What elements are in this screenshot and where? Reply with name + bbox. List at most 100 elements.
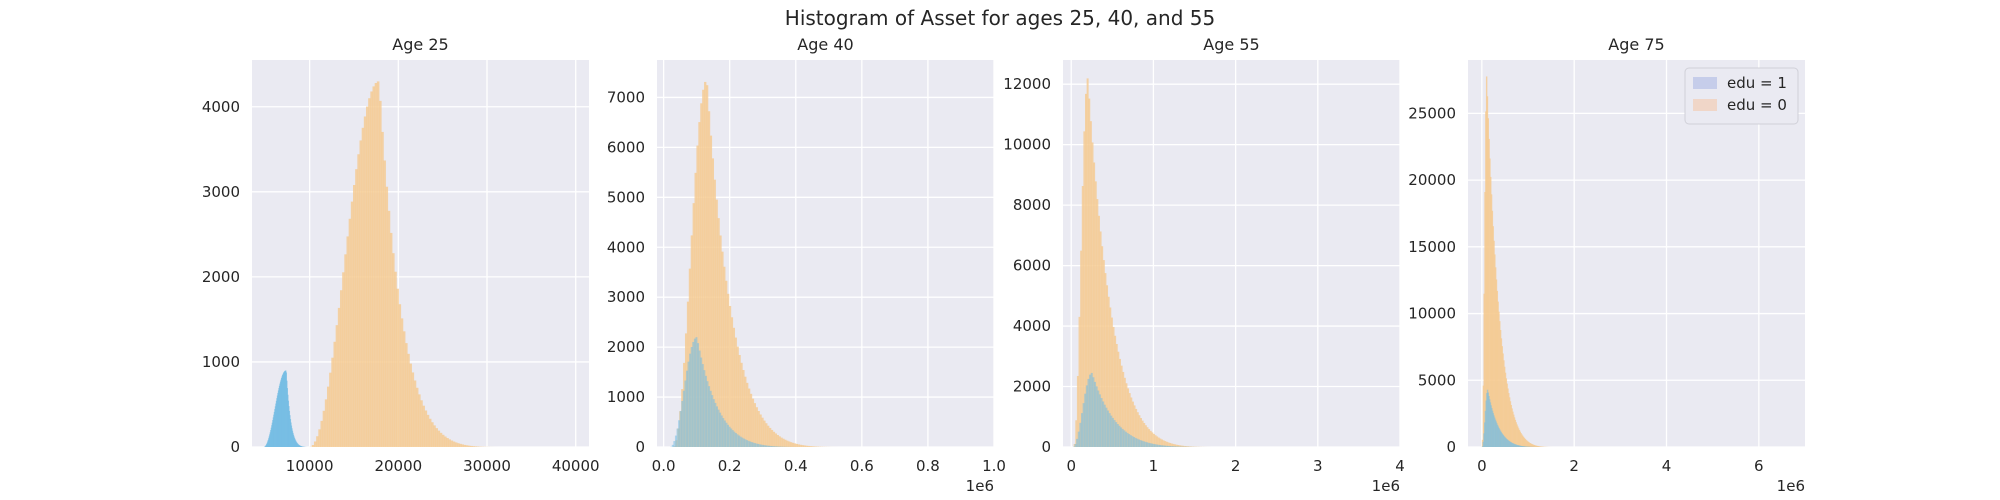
histogram-bar-edu0 (407, 353, 410, 447)
histogram-bar-edu1 (1175, 446, 1178, 447)
histogram-bar-edu1 (1522, 446, 1525, 447)
histogram-bar-edu1 (1508, 440, 1510, 447)
histogram-bar-edu1 (1077, 431, 1080, 447)
histogram-bar-edu1 (714, 402, 717, 447)
histogram-bar-edu1 (1155, 444, 1158, 447)
histogram-bar-edu0 (1076, 375, 1079, 447)
histogram-bar-edu0 (1133, 405, 1136, 447)
histogram-bar-edu1 (768, 445, 771, 447)
histogram-bar-edu0 (441, 434, 445, 447)
histogram-bar-edu1 (1499, 430, 1502, 447)
histogram-bar-edu0 (1091, 142, 1094, 447)
histogram-bar-edu1 (1492, 413, 1495, 447)
histogram-bar-edu1 (730, 428, 733, 447)
histogram-bar-edu1 (749, 441, 752, 447)
histogram-bar-edu1 (711, 395, 714, 447)
histogram-bar-edu0 (1177, 445, 1180, 447)
histogram-bar-edu0 (1529, 443, 1531, 447)
histogram-bar-edu1 (1090, 372, 1093, 447)
histogram-bar-edu0 (1532, 444, 1535, 447)
histogram-bar-edu0 (1139, 418, 1142, 447)
histogram-bar-edu0 (732, 327, 736, 447)
histogram-bar-edu0 (398, 304, 402, 447)
histogram-bar-edu0 (1504, 366, 1506, 447)
histogram-bar-edu1 (1146, 442, 1149, 447)
histogram-bar-edu0 (711, 158, 715, 447)
histogram-bar-edu0 (1156, 436, 1159, 447)
histogram-bar-edu0 (1118, 358, 1121, 447)
x-tick-label: 0 (1066, 457, 1076, 475)
histogram-bar-edu1 (764, 445, 767, 447)
histogram-bar-edu0 (426, 414, 430, 447)
histogram-bar-edu0 (717, 218, 720, 447)
histogram-bar-edu0 (461, 444, 464, 447)
histogram-bar-edu0 (719, 235, 722, 447)
histogram-bar-edu1 (686, 370, 688, 447)
histogram-bar-edu0 (1081, 186, 1084, 447)
y-tick-label: 2000 (607, 338, 645, 356)
histogram-bar-edu1 (1133, 437, 1136, 447)
histogram-bar-edu0 (1496, 290, 1499, 447)
y-tick-label: 3000 (202, 183, 240, 201)
histogram-bar-edu0 (1117, 351, 1120, 447)
histogram-bar-edu0 (770, 429, 774, 447)
histogram-bar-edu0 (329, 372, 332, 447)
histogram-bar-edu0 (1136, 412, 1139, 447)
histogram-bar-edu1 (1512, 443, 1515, 447)
histogram-bar-edu0 (1487, 118, 1489, 447)
y-tick-label: 0 (230, 438, 240, 456)
y-tick-label: 4000 (607, 238, 645, 256)
histogram-bar-edu1 (753, 443, 756, 447)
y-tick-label: 8000 (1013, 196, 1051, 214)
histogram-bar-edu1 (744, 439, 747, 447)
y-tick-label: 15000 (1408, 238, 1456, 256)
histogram-bar-edu1 (703, 370, 706, 447)
histogram-bar-edu0 (400, 318, 404, 447)
histogram-bar-edu0 (1516, 424, 1518, 447)
histogram-bar-edu0 (1509, 401, 1512, 447)
histogram-bar-edu0 (778, 436, 781, 447)
histogram-bar-edu0 (411, 372, 415, 447)
legend-label: edu = 0 (1727, 96, 1787, 114)
histogram-bar-edu1 (1087, 378, 1090, 447)
histogram-bar-edu1 (701, 364, 704, 447)
histogram-bar-edu1 (1524, 446, 1526, 447)
histogram-bar-edu1 (1496, 423, 1498, 447)
histogram-bar-edu1 (1504, 436, 1506, 447)
histogram-bar-edu0 (755, 407, 758, 447)
histogram-bar-edu0 (1141, 420, 1144, 447)
histogram-bar-edu1 (1515, 444, 1518, 447)
histogram-bar-edu1 (1108, 413, 1111, 447)
histogram-bar-edu0 (1104, 273, 1107, 447)
histogram-bar-edu0 (753, 403, 757, 447)
histogram-bar-edu1 (1481, 446, 1484, 447)
histogram-bar-edu0 (1128, 393, 1131, 447)
y-tick-label: 10000 (1003, 136, 1051, 154)
histogram-bar-edu1 (1497, 426, 1500, 447)
histogram-bar-edu0 (1154, 435, 1157, 447)
histogram-bar-edu1 (1484, 410, 1487, 447)
histogram-bar-edu0 (1508, 397, 1511, 447)
histogram-bar-edu1 (733, 431, 736, 447)
histogram-bar-edu1 (755, 443, 758, 447)
histogram-bar-edu0 (1538, 446, 1540, 447)
histogram-bar-edu0 (765, 423, 768, 447)
histogram-bar-edu1 (1488, 396, 1490, 447)
histogram-bar-edu1 (1509, 441, 1512, 447)
histogram-bar-edu0 (333, 341, 337, 447)
histogram-bar-edu0 (457, 443, 460, 447)
histogram-bar-edu1 (1489, 399, 1491, 447)
histogram-bar-edu1 (1519, 445, 1521, 447)
histogram-bar-edu0 (1093, 162, 1096, 448)
histogram-bar-edu0 (422, 405, 425, 447)
histogram-bar-edu0 (1517, 426, 1519, 447)
histogram-bar-edu0 (807, 445, 810, 447)
histogram-bar-edu1 (1501, 432, 1503, 447)
histogram-bar-edu0 (465, 445, 469, 447)
histogram-bar-edu0 (1512, 411, 1514, 447)
histogram-bar-edu1 (1517, 445, 1519, 447)
histogram-bar-edu0 (1531, 444, 1534, 447)
plot-area (252, 60, 589, 447)
histogram-bar-edu1 (1505, 438, 1507, 447)
x-tick-label: 4 (1395, 457, 1405, 475)
